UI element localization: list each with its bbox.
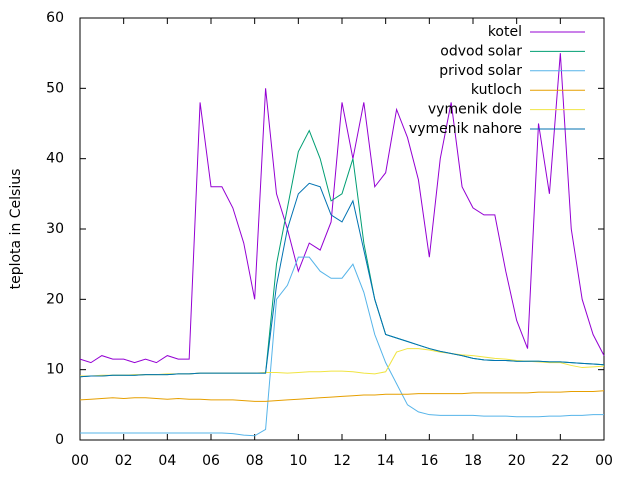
x-tick-label: 06 bbox=[202, 453, 220, 469]
x-tick-label: 12 bbox=[333, 453, 351, 469]
line-series bbox=[80, 256, 604, 437]
line-series bbox=[79, 182, 605, 378]
x-tick-label: 00 bbox=[71, 453, 89, 469]
legend-label: privod solar bbox=[439, 63, 522, 79]
x-tick-label: 02 bbox=[115, 453, 133, 469]
x-tick-label: 20 bbox=[508, 453, 526, 469]
x-tick-label: 14 bbox=[377, 453, 395, 469]
y-tick-label: 60 bbox=[46, 10, 64, 26]
y-tick-label: 40 bbox=[46, 151, 64, 167]
x-tick-label: 18 bbox=[464, 453, 482, 469]
y-axis-label: teplota in Celsius bbox=[8, 169, 24, 290]
y-tick-label: 10 bbox=[46, 362, 64, 378]
y-tick-label: 50 bbox=[46, 80, 64, 96]
x-tick-label: 22 bbox=[551, 453, 569, 469]
legend-label: vymenik dole bbox=[428, 102, 522, 118]
x-tick-label: 08 bbox=[246, 453, 264, 469]
y-tick-label: 0 bbox=[55, 432, 64, 448]
x-tick-label: 16 bbox=[420, 453, 438, 469]
x-tick-label: 04 bbox=[158, 453, 176, 469]
x-tick-label: 00 bbox=[595, 453, 613, 469]
plot-border bbox=[79, 17, 605, 441]
line-series bbox=[79, 129, 605, 378]
line-series bbox=[79, 53, 605, 364]
line-series bbox=[79, 390, 605, 402]
y-tick-label: 30 bbox=[46, 221, 64, 237]
x-tick-label: 10 bbox=[289, 453, 307, 469]
line-series bbox=[80, 348, 605, 377]
legend-label: odvod solar bbox=[440, 43, 522, 59]
legend-label: vymenik nahore bbox=[409, 121, 522, 137]
y-tick-label: 20 bbox=[46, 291, 64, 307]
legend-label: kotel bbox=[488, 24, 522, 40]
legend-label: kutloch bbox=[471, 82, 522, 98]
